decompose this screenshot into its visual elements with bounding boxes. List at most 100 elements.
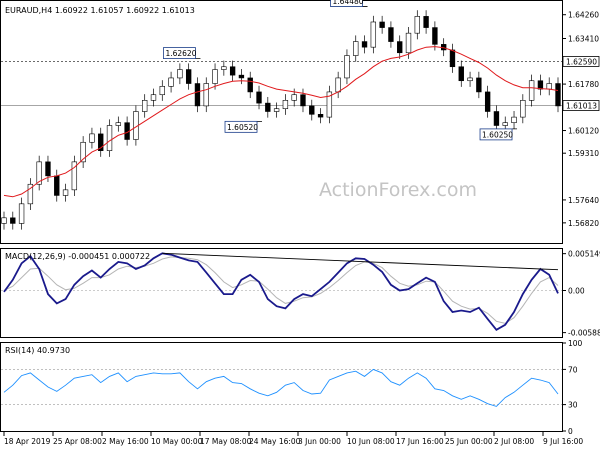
candle-body xyxy=(54,175,60,196)
time-tick-label: 9 Jul 16:00 xyxy=(543,437,583,446)
annotation-label: 1.60250 xyxy=(482,130,513,139)
candle-body xyxy=(89,133,95,143)
candle-body xyxy=(62,189,69,196)
candle-body xyxy=(370,21,377,48)
candle-body xyxy=(537,80,544,90)
candle-body xyxy=(388,27,394,42)
candle-body xyxy=(397,41,403,54)
candle-body xyxy=(185,69,192,84)
candle-body xyxy=(106,125,113,151)
candle-body xyxy=(379,21,385,28)
rsi-pane-frame xyxy=(0,342,563,432)
candle-body xyxy=(229,66,236,76)
candle-body xyxy=(80,141,86,163)
macd-tick-label: 0.00 xyxy=(568,286,585,295)
macd-trendline xyxy=(162,252,559,271)
candle-body xyxy=(282,100,289,110)
candle-body xyxy=(238,74,245,79)
candle-body xyxy=(432,27,438,45)
candle-body xyxy=(484,91,491,112)
candle-body xyxy=(520,100,526,118)
candle-body xyxy=(1,217,7,224)
time-tick-label: 10 May 00:00 xyxy=(151,437,203,446)
candle-body xyxy=(115,122,121,126)
candle-body xyxy=(45,161,51,177)
candle-body xyxy=(256,91,262,104)
annotation-box xyxy=(479,128,513,141)
candle-body xyxy=(317,114,324,118)
rsi-tick-label: 70 xyxy=(568,365,578,374)
candle-body xyxy=(493,111,500,126)
moving-average-line xyxy=(3,46,559,198)
time-tick-label: 17 Jun 16:00 xyxy=(396,437,444,446)
candle-body xyxy=(361,41,368,48)
macd-signal-line xyxy=(3,256,559,324)
rsi-label: RSI(14) 40.9730 xyxy=(5,346,70,355)
time-tick-label: 24 May 16:00 xyxy=(249,437,301,446)
candle-body xyxy=(10,217,16,224)
candle-body xyxy=(150,94,157,101)
time-tick-label: 25 Apr 08:00 xyxy=(53,437,102,446)
candles xyxy=(1,10,561,230)
candle-body xyxy=(555,83,561,107)
candle-body xyxy=(476,77,482,93)
candle-body xyxy=(502,122,508,126)
candle-body xyxy=(467,77,473,82)
candle-body xyxy=(247,77,253,93)
price-tick-label: 1.64260 xyxy=(568,11,599,20)
annotation-label: 1.64480 xyxy=(333,0,364,6)
candle-body xyxy=(203,83,209,107)
candle-body xyxy=(18,203,25,224)
candle-body xyxy=(423,16,429,28)
key-level-label: 1.62590 xyxy=(566,57,597,66)
key-level-box xyxy=(562,56,600,67)
price-tick-label: 1.57640 xyxy=(568,196,599,205)
rsi-tick-label: 100 xyxy=(568,339,583,348)
candle-body xyxy=(159,86,165,96)
candle-body xyxy=(71,161,78,191)
candle-body xyxy=(405,32,412,54)
current-price-box xyxy=(562,100,600,111)
candle-body xyxy=(212,69,218,84)
annotation-label: 1.60520 xyxy=(227,123,258,132)
candle-body xyxy=(273,108,280,112)
candle-body xyxy=(449,49,456,68)
rsi-line xyxy=(3,368,559,407)
price-tick-label: 1.59310 xyxy=(568,149,599,158)
macd-label: MACD(12,26,9) -0.000451 0.000722 xyxy=(5,252,150,261)
price-annotations: 1.64480 1.62620 1.60520 1.60250 xyxy=(163,0,518,141)
candle-body xyxy=(300,94,306,107)
candle-body xyxy=(291,94,297,101)
price-tick-label: 1.61780 xyxy=(568,80,599,89)
candle-body xyxy=(309,105,315,115)
candle-body xyxy=(221,66,227,70)
macd-pane-frame xyxy=(0,248,563,338)
candle-body xyxy=(458,66,464,82)
candle-body xyxy=(168,77,174,87)
time-axis: 18 Apr 2019 25 Apr 08:00 2 May 16:00 10 May… xyxy=(3,432,583,446)
time-tick-label: 3 Jun 00:00 xyxy=(298,437,341,446)
candle-body xyxy=(528,80,535,101)
time-tick-label: 2 May 16:00 xyxy=(102,437,149,446)
candle-body xyxy=(546,83,552,90)
price-axis-ticks: 1.64260 1.63410 1.61780 1.60120 1.59310 1.576… xyxy=(563,11,599,228)
annotation-box xyxy=(163,47,196,59)
price-grid: 1.62590 1.61013 xyxy=(1,56,600,111)
candle-body xyxy=(142,100,148,112)
candle-body xyxy=(36,161,42,185)
annotation-box xyxy=(330,0,363,7)
macd-tick-label: -0.005887 xyxy=(568,329,600,338)
time-tick-label: 25 Jun 00:00 xyxy=(445,437,493,446)
candle-body xyxy=(27,183,34,205)
time-tick-label: 18 Apr 2019 xyxy=(4,437,51,446)
price-tick-label: 1.63410 xyxy=(568,34,599,43)
macd-axis-ticks: 0.005149 0.00 -0.005887 xyxy=(1,250,600,338)
candle-body xyxy=(335,77,341,93)
watermark-text: ActionForex.com xyxy=(319,179,477,201)
candle-body xyxy=(98,133,104,151)
annotation-box xyxy=(224,120,258,133)
candle-body xyxy=(344,55,350,79)
rsi-tick-label: 30 xyxy=(568,401,578,410)
candle-body xyxy=(265,102,271,112)
